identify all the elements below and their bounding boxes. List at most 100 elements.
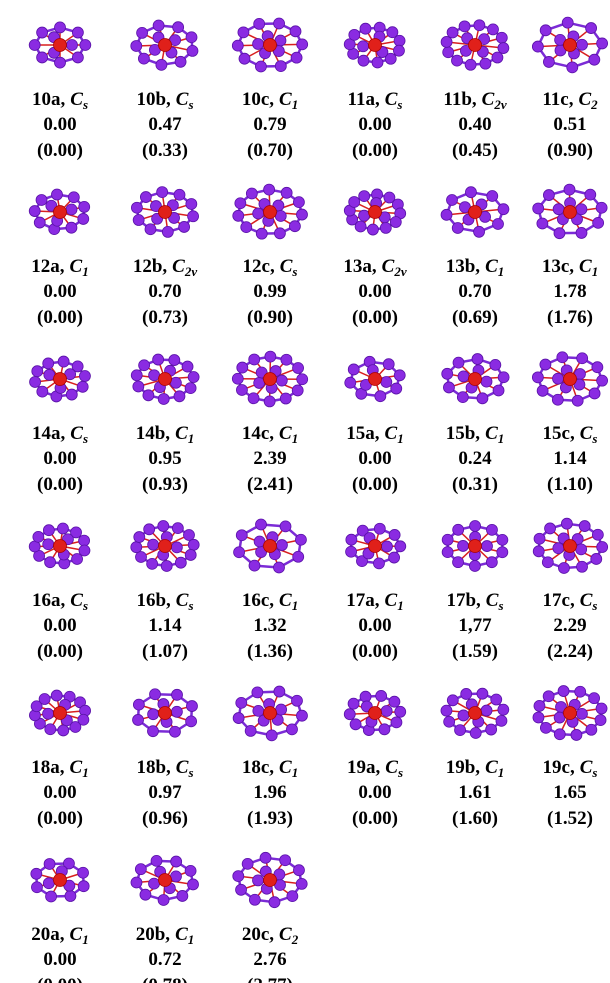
point-group-symbol: C xyxy=(176,89,189,110)
atom xyxy=(486,524,497,535)
cluster-image xyxy=(133,689,198,738)
point-group-symbol: C xyxy=(578,89,591,110)
atom xyxy=(346,534,357,545)
relative-energy-alt: (2.77) xyxy=(247,975,293,983)
atom xyxy=(151,855,162,866)
cluster-image xyxy=(441,187,509,238)
atom xyxy=(43,708,54,719)
isomer-name: 11a, xyxy=(348,89,380,110)
atom xyxy=(496,715,507,726)
atom xyxy=(182,361,193,372)
atom xyxy=(236,530,247,541)
isomer-name: 18c, xyxy=(242,757,274,778)
atom xyxy=(45,557,56,568)
atom xyxy=(234,547,245,558)
atom xyxy=(480,58,491,69)
atom xyxy=(158,393,169,404)
isomer-name: 17a, xyxy=(346,590,380,611)
atom xyxy=(79,535,90,546)
atom xyxy=(554,228,565,239)
atom xyxy=(232,40,243,51)
relative-energy: 1.32 xyxy=(253,615,286,636)
atom xyxy=(253,705,264,716)
atom xyxy=(148,539,159,550)
atom xyxy=(458,540,469,551)
point-group-subscript: s xyxy=(397,765,403,780)
relative-energy-alt: (1.07) xyxy=(142,641,188,662)
point-group-subscript: 1 xyxy=(292,97,299,112)
structure-label: 20c,C2 xyxy=(242,924,299,947)
atom xyxy=(254,18,265,29)
atom xyxy=(34,217,45,228)
atom xyxy=(79,201,90,212)
atom xyxy=(442,368,453,379)
isomer-name: 18a, xyxy=(31,757,65,778)
atom xyxy=(552,394,563,405)
dopant-atom xyxy=(369,39,382,52)
atom xyxy=(442,547,453,558)
relative-energy: 0.70 xyxy=(148,281,181,302)
point-group-subscript: 1 xyxy=(397,431,404,446)
point-group-symbol: C xyxy=(175,924,188,945)
atom xyxy=(236,697,247,708)
point-group-subscript: s xyxy=(291,264,297,279)
relative-energy-alt: (0.90) xyxy=(247,307,293,328)
atom xyxy=(441,209,452,220)
atom xyxy=(498,372,509,383)
point-group-subscript: 2v xyxy=(493,97,507,112)
point-group-subscript: s xyxy=(497,598,503,613)
atom xyxy=(45,724,56,735)
relative-energy-alt: (0.00) xyxy=(37,641,83,662)
atom xyxy=(537,385,548,396)
cluster-image xyxy=(29,523,90,569)
relative-energy: 0.00 xyxy=(358,782,391,803)
point-group-symbol: C xyxy=(385,423,398,444)
atom xyxy=(345,377,356,388)
isomer-name: 11c, xyxy=(542,89,573,110)
point-group-subscript: 1 xyxy=(498,264,505,279)
cluster-image xyxy=(131,187,198,238)
dopant-atom xyxy=(54,373,67,386)
atom xyxy=(172,523,183,534)
atom xyxy=(360,23,371,34)
atom xyxy=(275,61,286,72)
atom xyxy=(134,532,145,543)
atom xyxy=(188,372,199,383)
atom xyxy=(383,359,394,370)
point-group-symbol: C xyxy=(485,757,498,778)
atom xyxy=(37,52,48,63)
atom xyxy=(148,709,159,720)
relative-energy: 0.97 xyxy=(148,782,182,803)
atom xyxy=(175,56,186,67)
isomer-name: 10c, xyxy=(242,89,274,110)
isomer-name: 17c, xyxy=(543,590,575,611)
dopant-atom xyxy=(54,540,67,553)
atom xyxy=(66,389,77,400)
isomer-name: 10b, xyxy=(136,89,171,110)
atom xyxy=(497,534,508,545)
relative-energy: 0.00 xyxy=(43,615,76,636)
atom xyxy=(389,696,400,707)
atom xyxy=(496,32,507,43)
atom xyxy=(43,358,54,369)
relative-energy-alt: (1.10) xyxy=(547,474,593,495)
atom xyxy=(264,184,275,195)
atom xyxy=(390,217,401,228)
atom xyxy=(543,56,554,67)
point-group-symbol: C xyxy=(279,89,292,110)
relative-energy: 2.29 xyxy=(553,615,586,636)
atom xyxy=(389,529,400,540)
dopant-atom xyxy=(469,540,482,553)
atom xyxy=(465,59,476,70)
relative-energy-alt: (0.33) xyxy=(142,140,188,161)
atom xyxy=(344,709,355,720)
dopant-atom xyxy=(369,206,382,219)
atom xyxy=(177,890,188,901)
atom xyxy=(350,719,361,730)
isomer-name: 12c, xyxy=(243,256,275,277)
atom xyxy=(597,38,608,49)
atom xyxy=(358,41,369,52)
relative-energy: 0.00 xyxy=(358,114,391,135)
atom xyxy=(68,192,79,203)
relative-energy: 1.78 xyxy=(553,281,586,302)
